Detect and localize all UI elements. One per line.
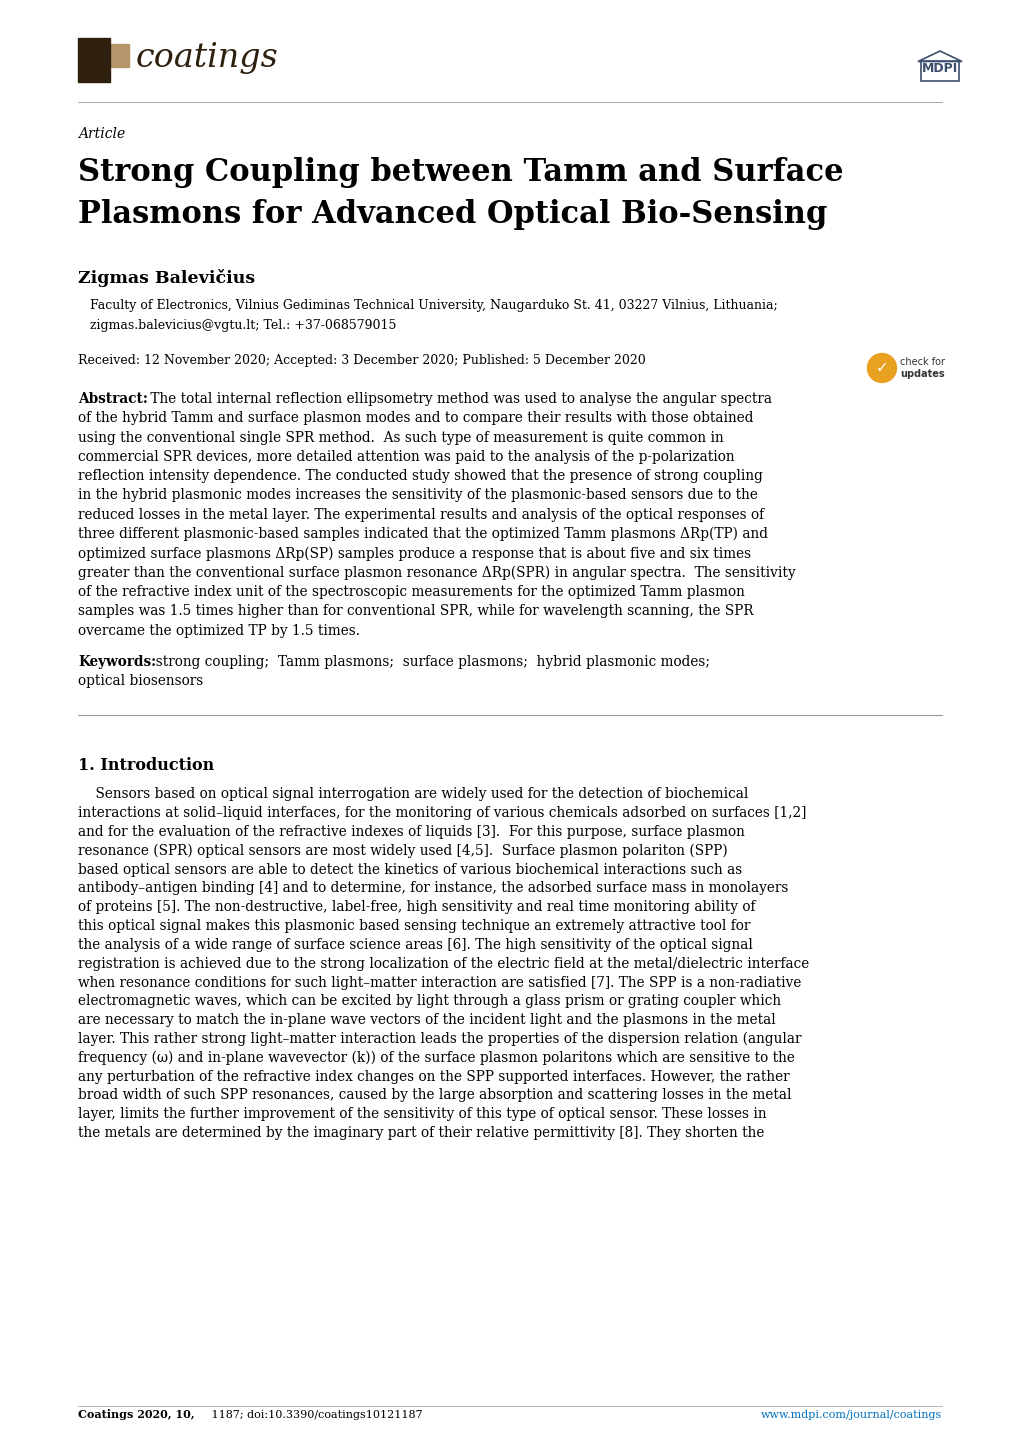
Text: Keywords:: Keywords: xyxy=(77,655,156,669)
Text: zigmas.balevicius@vgtu.lt; Tel.: +37-068579015: zigmas.balevicius@vgtu.lt; Tel.: +37-068… xyxy=(90,319,396,332)
Text: antibody–antigen binding [4] and to determine, for instance, the adsorbed surfac: antibody–antigen binding [4] and to dete… xyxy=(77,881,788,895)
Text: strong coupling;  Tamm plasmons;  surface plasmons;  hybrid plasmonic modes;: strong coupling; Tamm plasmons; surface … xyxy=(147,655,709,669)
Text: ✓: ✓ xyxy=(874,360,888,375)
Bar xyxy=(102,43,128,66)
Text: broad width of such SPP resonances, caused by the large absorption and scatterin: broad width of such SPP resonances, caus… xyxy=(77,1089,791,1102)
Text: Faculty of Electronics, Vilnius Gediminas Technical University, Naugarduko St. 4: Faculty of Electronics, Vilnius Gedimina… xyxy=(90,298,777,311)
Text: reflection intensity dependence. The conducted study showed that the presence of: reflection intensity dependence. The con… xyxy=(77,469,762,483)
Text: reduced losses in the metal layer. The experimental results and analysis of the : reduced losses in the metal layer. The e… xyxy=(77,508,763,522)
Text: any perturbation of the refractive index changes on the SPP supported interfaces: any perturbation of the refractive index… xyxy=(77,1070,789,1083)
Text: overcame the optimized TP by 1.5 times.: overcame the optimized TP by 1.5 times. xyxy=(77,623,360,637)
Text: Sensors based on optical signal interrogation are widely used for the detection : Sensors based on optical signal interrog… xyxy=(77,787,748,802)
Bar xyxy=(920,62,958,81)
Text: the metals are determined by the imaginary part of their relative permittivity [: the metals are determined by the imagina… xyxy=(77,1126,763,1139)
Text: Article: Article xyxy=(77,127,125,141)
Text: layer. This rather strong light–matter interaction leads the properties of the d: layer. This rather strong light–matter i… xyxy=(77,1032,801,1047)
Text: are necessary to match the in-plane wave vectors of the incident light and the p: are necessary to match the in-plane wave… xyxy=(77,1014,775,1027)
Text: optical biosensors: optical biosensors xyxy=(77,675,203,688)
Text: www.mdpi.com/journal/coatings: www.mdpi.com/journal/coatings xyxy=(760,1410,942,1420)
Text: interactions at solid–liquid interfaces, for the monitoring of various chemicals: interactions at solid–liquid interfaces,… xyxy=(77,806,806,820)
Text: optimized surface plasmons ΔRp(SP) samples produce a response that is about five: optimized surface plasmons ΔRp(SP) sampl… xyxy=(77,547,750,561)
Text: and for the evaluation of the refractive indexes of liquids [3].  For this purpo: and for the evaluation of the refractive… xyxy=(77,825,744,839)
Text: greater than the conventional surface plasmon resonance ΔRp(SPR) in angular spec: greater than the conventional surface pl… xyxy=(77,565,795,580)
Text: using the conventional single SPR method.  As such type of measurement is quite : using the conventional single SPR method… xyxy=(77,431,723,444)
Text: updates: updates xyxy=(899,369,944,379)
Text: MDPI: MDPI xyxy=(921,62,957,75)
Text: electromagnetic waves, which can be excited by light through a glass prism or gr: electromagnetic waves, which can be exci… xyxy=(77,995,781,1008)
Text: three different plasmonic-based samples indicated that the optimized Tamm plasmo: three different plasmonic-based samples … xyxy=(77,528,767,542)
Text: this optical signal makes this plasmonic based sensing technique an extremely at: this optical signal makes this plasmonic… xyxy=(77,919,750,933)
Text: when resonance conditions for such light–matter interaction are satisfied [7]. T: when resonance conditions for such light… xyxy=(77,975,801,989)
Text: of the refractive index unit of the spectroscopic measurements for the optimized: of the refractive index unit of the spec… xyxy=(77,585,744,598)
Text: in the hybrid plasmonic modes increases the sensitivity of the plasmonic-based s: in the hybrid plasmonic modes increases … xyxy=(77,489,757,502)
Text: 1187; doi:10.3390/coatings10121187: 1187; doi:10.3390/coatings10121187 xyxy=(208,1410,422,1420)
Text: of proteins [5]. The non-destructive, label-free, high sensitivity and real time: of proteins [5]. The non-destructive, la… xyxy=(77,900,755,914)
Text: Strong Coupling between Tamm and Surface: Strong Coupling between Tamm and Surface xyxy=(77,157,843,187)
Text: Received: 12 November 2020; Accepted: 3 December 2020; Published: 5 December 202: Received: 12 November 2020; Accepted: 3 … xyxy=(77,353,645,368)
Text: 1. Introduction: 1. Introduction xyxy=(77,757,214,774)
Text: commercial SPR devices, more detailed attention was paid to the analysis of the : commercial SPR devices, more detailed at… xyxy=(77,450,734,464)
Text: layer, limits the further improvement of the sensitivity of this type of optical: layer, limits the further improvement of… xyxy=(77,1107,766,1120)
Text: Plasmons for Advanced Optical Bio-Sensing: Plasmons for Advanced Optical Bio-Sensin… xyxy=(77,199,826,231)
Circle shape xyxy=(866,353,896,382)
Text: Coatings 2020, 10,: Coatings 2020, 10, xyxy=(77,1409,195,1420)
Bar xyxy=(77,37,110,82)
Text: registration is achieved due to the strong localization of the electric field at: registration is achieved due to the stro… xyxy=(77,956,808,970)
Text: coatings: coatings xyxy=(136,42,278,74)
Text: of the hybrid Tamm and surface plasmon modes and to compare their results with t: of the hybrid Tamm and surface plasmon m… xyxy=(77,411,753,425)
Text: Abstract:: Abstract: xyxy=(77,392,148,407)
Text: Zigmas Balevičius: Zigmas Balevičius xyxy=(77,270,255,287)
Text: based optical sensors are able to detect the kinetics of various biochemical int: based optical sensors are able to detect… xyxy=(77,862,742,877)
Text: resonance (SPR) optical sensors are most widely used [4,5].  Surface plasmon pol: resonance (SPR) optical sensors are most… xyxy=(77,844,727,858)
Text: frequency (ω) and in-plane wavevector (k)) of the surface plasmon polaritons whi: frequency (ω) and in-plane wavevector (k… xyxy=(77,1051,794,1066)
Text: the analysis of a wide range of surface science areas [6]. The high sensitivity : the analysis of a wide range of surface … xyxy=(77,937,752,952)
Text: samples was 1.5 times higher than for conventional SPR, while for wavelength sca: samples was 1.5 times higher than for co… xyxy=(77,604,753,619)
Text: check for: check for xyxy=(899,358,944,368)
Text: The total internal reflection ellipsometry method was used to analyse the angula: The total internal reflection ellipsomet… xyxy=(146,392,771,407)
